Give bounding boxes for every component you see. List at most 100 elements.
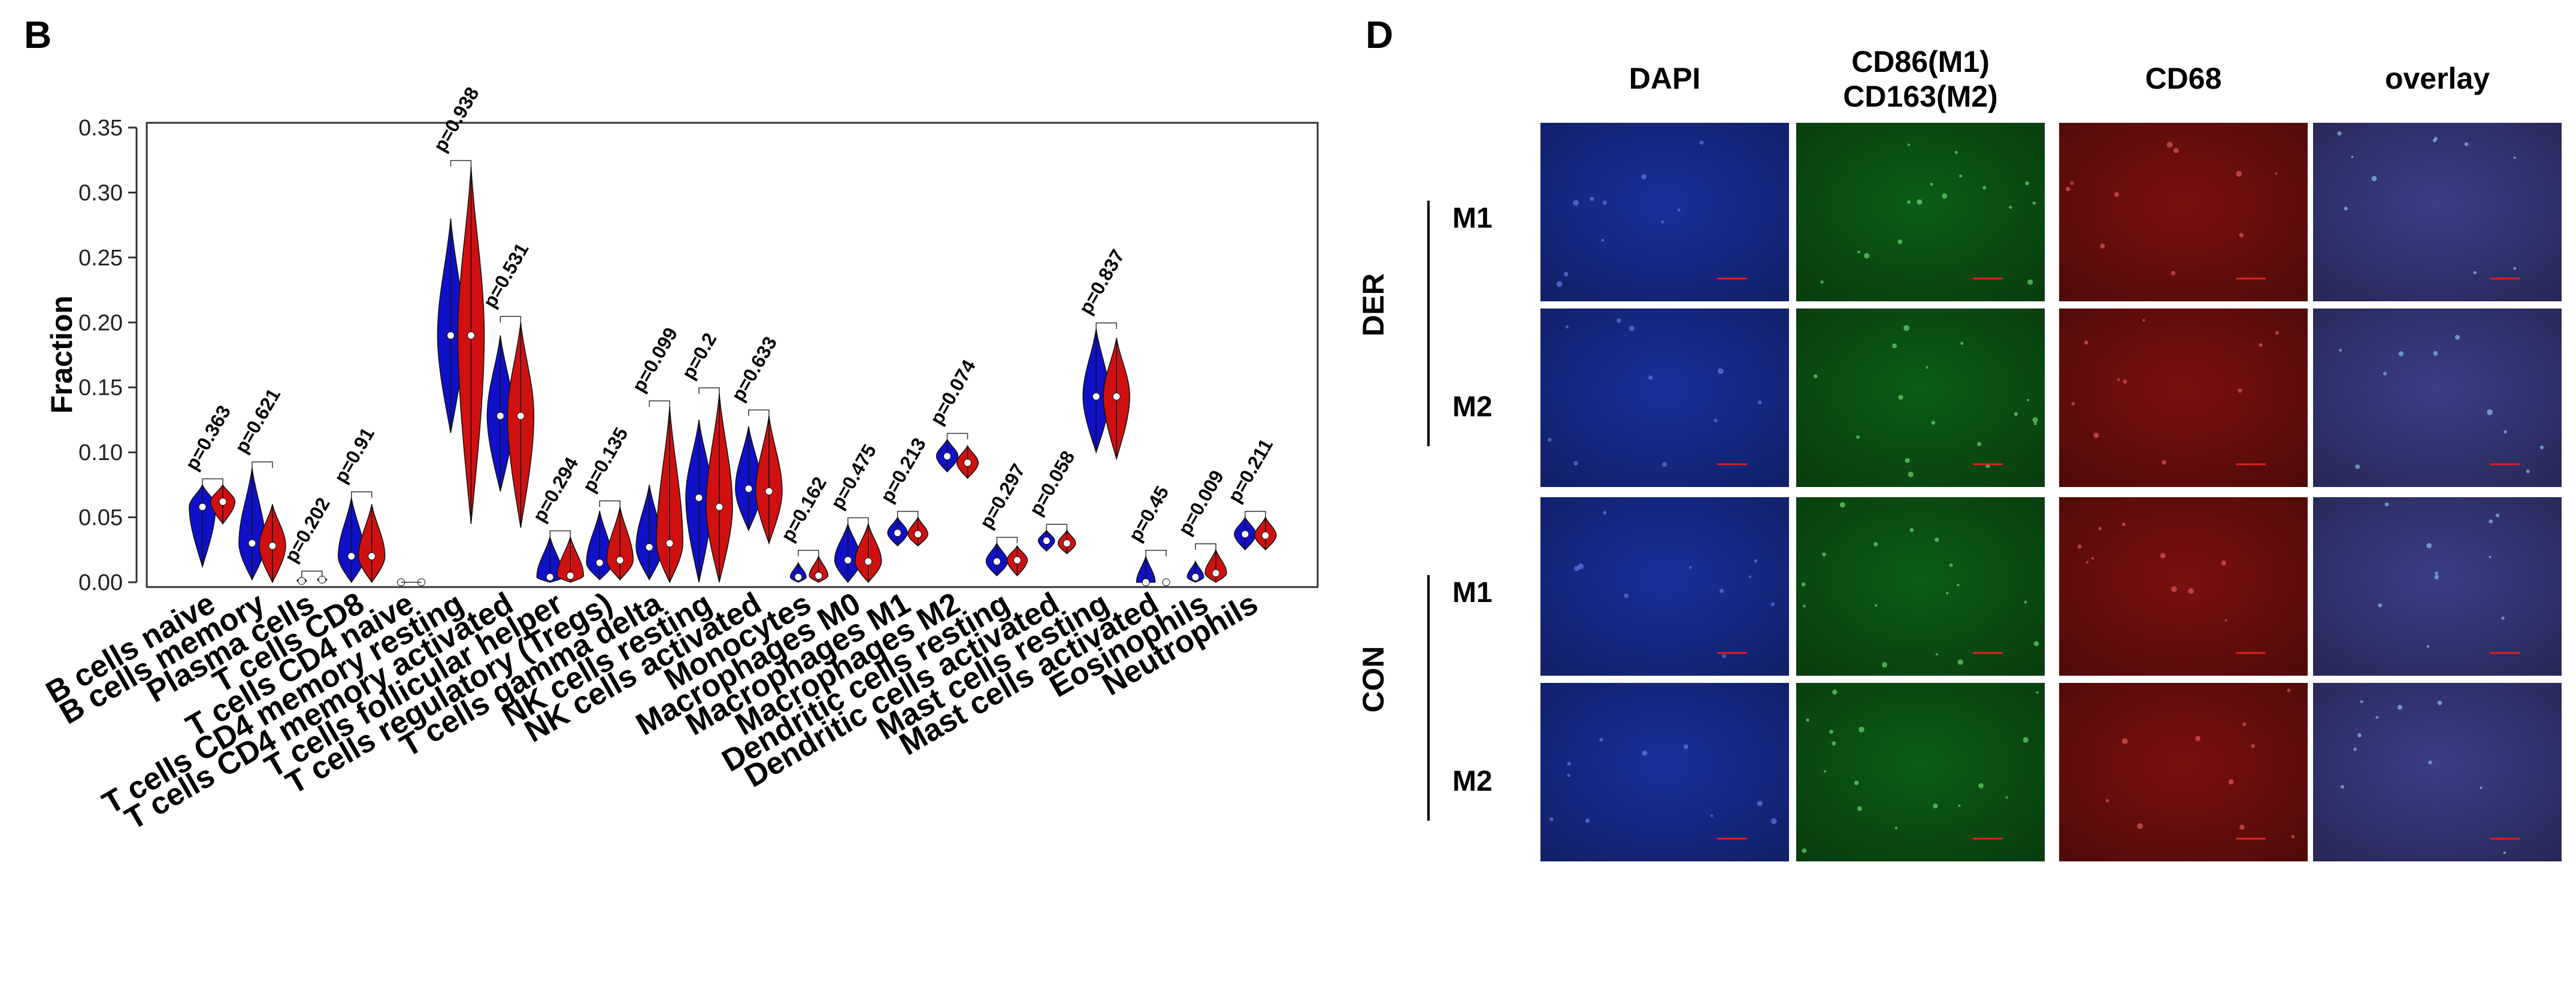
significance-bracket — [549, 530, 571, 537]
speckle — [2070, 181, 2074, 185]
p-value-label: p=0.363 — [181, 401, 235, 473]
median-point — [1112, 392, 1121, 401]
speckle — [2100, 243, 2105, 249]
speckle — [2487, 409, 2493, 416]
median-point — [467, 331, 475, 340]
speckle — [2353, 747, 2357, 751]
micrograph-tile — [1796, 683, 2045, 861]
speckle — [1683, 744, 1688, 749]
y-tick-label: 0.05 — [78, 506, 123, 531]
speckle — [2084, 340, 2088, 345]
significance-bracket — [1245, 510, 1266, 518]
speckle — [2433, 351, 2438, 356]
speckle — [1801, 582, 1806, 586]
p-value-label: p=0.162 — [777, 473, 831, 545]
p-value-label: p=0.475 — [827, 440, 880, 512]
y-tick-label: 0.30 — [78, 180, 123, 205]
speckle — [1976, 441, 1982, 446]
speckle — [1824, 770, 1827, 773]
median-point — [198, 503, 207, 511]
speckle — [1898, 395, 1903, 400]
significance-bracket — [698, 387, 720, 394]
y-tick-label: 0.35 — [78, 116, 123, 141]
speckle — [2071, 402, 2075, 406]
speckle — [2503, 851, 2507, 854]
median-point — [298, 577, 306, 585]
speckle — [2397, 704, 2402, 710]
speckle — [1978, 783, 1984, 788]
median-point — [645, 543, 653, 551]
column-header: CD68 — [2145, 62, 2222, 95]
y-axis-title: Fraction — [45, 295, 78, 413]
speckle — [2398, 351, 2404, 356]
speckle — [1770, 818, 1777, 824]
significance-bracket — [897, 510, 919, 518]
micrograph-tile — [1540, 683, 1789, 861]
speckle — [1661, 220, 1664, 224]
speckle — [2105, 799, 2109, 803]
speckle — [1949, 563, 1953, 567]
speckle — [1813, 374, 1818, 379]
median-point — [844, 556, 852, 564]
speckle — [2239, 824, 2245, 830]
speckle — [1897, 239, 1903, 244]
speckle — [2464, 142, 2469, 146]
p-value-label: p=0.074 — [925, 356, 979, 428]
speckle — [1933, 803, 1938, 809]
p-value-label: p=0.938 — [429, 83, 483, 155]
speckle — [1907, 200, 1911, 204]
speckle — [1748, 575, 1752, 579]
micrograph-tile — [2313, 309, 2562, 487]
speckle — [1556, 281, 1563, 288]
micrograph-tile — [1540, 309, 1789, 487]
micrograph-tile — [2059, 123, 2308, 301]
median-point — [566, 571, 574, 580]
p-value-label: p=0.531 — [479, 239, 532, 311]
speckle — [1718, 368, 1724, 374]
speckle — [2383, 371, 2387, 376]
speckle — [2014, 412, 2018, 416]
micrograph-tile — [1540, 497, 1789, 676]
significance-bracket — [202, 478, 223, 485]
speckle — [1754, 559, 1758, 563]
significance-bracket — [798, 549, 819, 556]
speckle — [2504, 430, 2507, 434]
speckle — [2236, 171, 2242, 177]
speckle — [1908, 471, 1914, 477]
speckle — [2027, 398, 2030, 402]
significance-bracket — [748, 409, 770, 416]
p-value-label: p=0.009 — [1174, 467, 1228, 539]
speckle — [1806, 718, 1809, 722]
micrograph-tile — [1796, 123, 2045, 301]
speckle — [2384, 502, 2389, 507]
speckle — [1714, 419, 1718, 422]
significance-bracket — [996, 537, 1018, 543]
p-value-label: p=0.633 — [727, 332, 781, 404]
speckle — [2137, 823, 2143, 830]
median-point — [815, 571, 823, 580]
speckle — [1926, 366, 1929, 369]
speckle — [2344, 206, 2348, 211]
speckle — [2033, 641, 2039, 646]
speckle — [1960, 341, 1964, 345]
speckle — [1857, 250, 1860, 253]
micrograph-tile — [2059, 497, 2308, 676]
p-value-label: p=0.294 — [528, 453, 582, 526]
speckle — [1957, 583, 1960, 586]
median-point — [765, 487, 773, 495]
speckle — [2065, 186, 2071, 192]
significance-bracket — [847, 517, 869, 524]
speckle — [2437, 700, 2442, 706]
panel-label-b: B — [24, 13, 52, 56]
speckle — [1565, 325, 1569, 329]
speckle — [2162, 460, 2166, 465]
speckle — [2142, 319, 2145, 322]
micrograph-tile — [1796, 497, 2045, 676]
speckle — [1982, 186, 1987, 190]
speckle — [1854, 781, 1859, 785]
median-point — [1063, 539, 1071, 548]
speckle — [2077, 544, 2082, 549]
speckle — [2275, 172, 2278, 175]
row-label: M2 — [1452, 766, 1493, 797]
speckle — [1567, 773, 1571, 778]
